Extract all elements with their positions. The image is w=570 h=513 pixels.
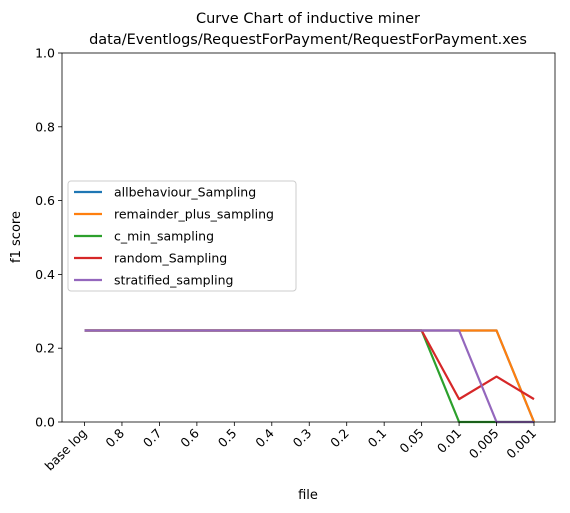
- chart-title-line2: data/Eventlogs/RequestForPayment/Request…: [89, 32, 527, 48]
- y-tick-label: 0.6: [35, 193, 55, 208]
- x-tick-label: 0.6: [177, 425, 202, 450]
- y-tick-label: 1.0: [35, 46, 55, 61]
- x-tick-label: 0.05: [396, 426, 426, 456]
- x-tick-label: 0.1: [365, 426, 390, 451]
- series-line-stratified_sampling: [84, 329, 534, 424]
- x-tick-label: 0.5: [215, 426, 240, 451]
- y-tick-label: 0.2: [35, 341, 55, 356]
- x-tick-label: 0.001: [503, 426, 539, 462]
- y-tick-label: 0.4: [35, 267, 55, 282]
- x-tick-label: 0.005: [466, 426, 502, 462]
- y-tick-label: 0.8: [35, 119, 55, 134]
- plot-frame: [61, 52, 556, 423]
- x-tick-label: 0.2: [327, 426, 352, 451]
- legend-label: random_Sampling: [114, 251, 227, 266]
- legend-label: allbehaviour_Sampling: [114, 185, 256, 200]
- legend-label: c_min_sampling: [114, 229, 214, 244]
- y-axis-label: f1 score: [9, 211, 24, 263]
- legend: allbehaviour_Sampling remainder_plus_samp…: [67, 180, 297, 292]
- legend-box: [67, 180, 297, 292]
- x-tick-label: 0.01: [434, 426, 464, 456]
- y-axis: 0.0 0.2 0.4 0.6 0.8 1.0: [35, 46, 62, 430]
- y-tick-label: 0.0: [35, 415, 55, 430]
- x-tick-label: 0.7: [140, 426, 165, 451]
- x-tick-label: 0.3: [290, 426, 315, 451]
- legend-label: stratified_sampling: [114, 273, 233, 288]
- legend-label: remainder_plus_sampling: [114, 207, 274, 222]
- x-tick-label: 0.4: [252, 425, 277, 450]
- x-tick-label: base log: [42, 426, 90, 474]
- chart-title-line1: Curve Chart of inductive miner: [196, 11, 420, 27]
- x-axis-label: file: [298, 488, 318, 503]
- x-tick-label: 0.8: [102, 425, 127, 450]
- x-axis: base log 0.8 0.7 0.6 0.5 0.4 0.3 0.2 0.1 0.05 0.01…: [42, 422, 539, 473]
